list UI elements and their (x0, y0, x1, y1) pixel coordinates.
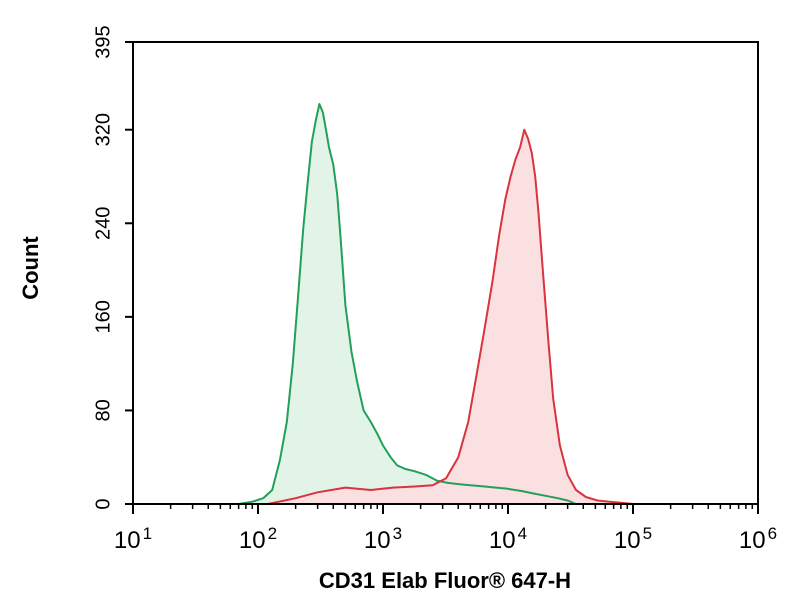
y-tick-label: 240 (92, 207, 114, 240)
x-tick-label: 10 5 (614, 524, 652, 554)
y-tick-label: 320 (92, 113, 114, 146)
series-2-line (267, 128, 634, 505)
series-layer (238, 103, 634, 505)
x-tick-label: 10 6 (739, 524, 777, 554)
x-axis-label: CD31 Elab Fluor® 647-H (319, 568, 571, 593)
x-tick-label: 10 1 (114, 524, 152, 554)
series-2-area (267, 129, 633, 504)
y-tick-label: 160 (92, 300, 114, 333)
y-tick-label: 395 (92, 25, 114, 58)
x-tick-label: 10 2 (239, 524, 277, 554)
plot-frame (132, 41, 759, 505)
y-tick-label: 0 (92, 498, 114, 509)
y-axis-label: Count (18, 236, 43, 300)
y-ticks-layer: 0 80 160 240 320 395 (92, 25, 133, 510)
y-tick-label: 80 (92, 399, 114, 421)
series-1-line (238, 103, 577, 505)
x-tick-label: 10 3 (364, 524, 402, 554)
series-1-area (238, 104, 576, 504)
x-tick-label: 10 4 (489, 524, 527, 554)
x-ticks-layer: 10 1 10 2 10 3 10 4 10 5 10 6 (114, 504, 777, 554)
